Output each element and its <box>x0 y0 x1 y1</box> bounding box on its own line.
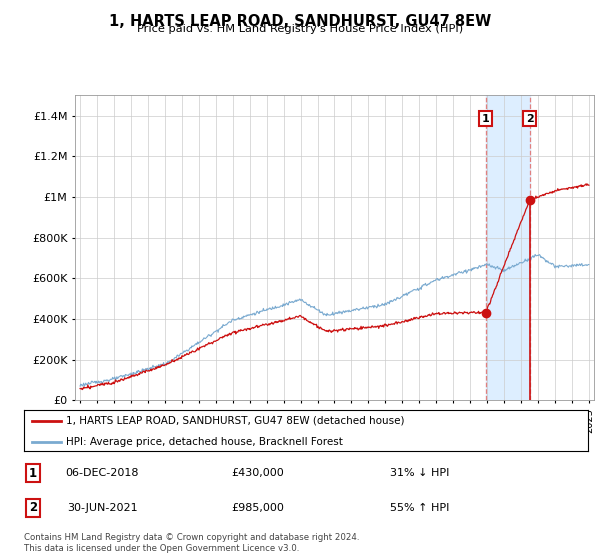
Text: 1, HARTS LEAP ROAD, SANDHURST, GU47 8EW (detached house): 1, HARTS LEAP ROAD, SANDHURST, GU47 8EW … <box>66 416 405 426</box>
Text: £430,000: £430,000 <box>232 468 284 478</box>
Text: Price paid vs. HM Land Registry's House Price Index (HPI): Price paid vs. HM Land Registry's House … <box>137 24 463 34</box>
Text: 55% ↑ HPI: 55% ↑ HPI <box>391 503 449 513</box>
Text: 30-JUN-2021: 30-JUN-2021 <box>67 503 137 513</box>
Text: Contains HM Land Registry data © Crown copyright and database right 2024.
This d: Contains HM Land Registry data © Crown c… <box>24 533 359 553</box>
Text: 1: 1 <box>482 114 490 124</box>
Text: 2: 2 <box>526 114 533 124</box>
Bar <box>486 95 530 400</box>
Text: £985,000: £985,000 <box>232 503 284 513</box>
Text: 2: 2 <box>29 501 37 515</box>
Text: 1: 1 <box>29 466 37 480</box>
Text: HPI: Average price, detached house, Bracknell Forest: HPI: Average price, detached house, Brac… <box>66 437 343 447</box>
Text: 31% ↓ HPI: 31% ↓ HPI <box>391 468 449 478</box>
Text: 06-DEC-2018: 06-DEC-2018 <box>65 468 139 478</box>
Text: 1, HARTS LEAP ROAD, SANDHURST, GU47 8EW: 1, HARTS LEAP ROAD, SANDHURST, GU47 8EW <box>109 14 491 29</box>
